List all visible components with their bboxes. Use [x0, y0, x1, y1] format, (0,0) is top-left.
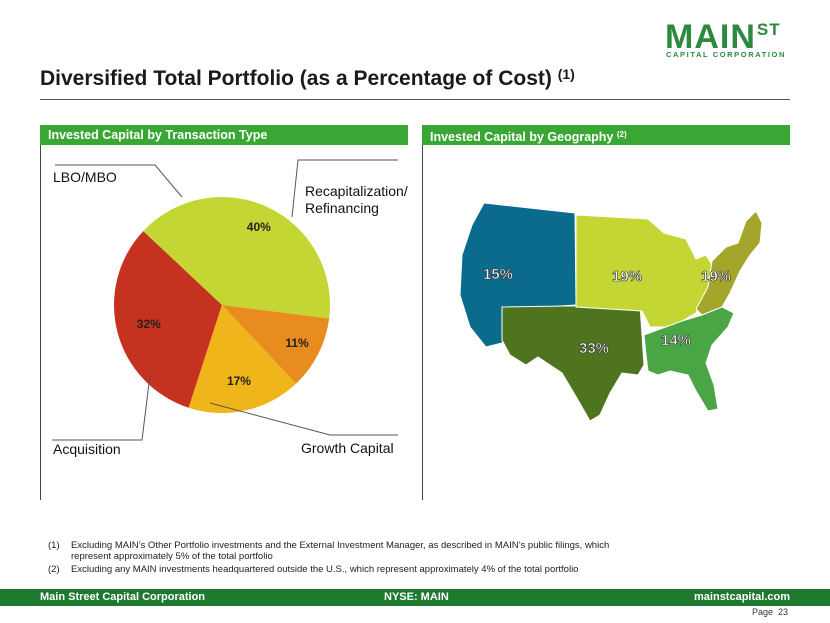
page-number-value: 23 — [778, 607, 789, 617]
footnote-2-text: Excluding any MAIN investments headquart… — [71, 564, 579, 575]
logo-st-text: ST — [756, 20, 781, 39]
transaction-type-header: Invested Capital by Transaction Type — [40, 125, 408, 145]
left-panel-border — [40, 145, 41, 500]
pie-slice-growth-capital — [222, 305, 330, 384]
transaction-type-pie-chart: 32% 40% 11% 17% — [52, 159, 398, 441]
logo-main-text: MAIN — [665, 18, 756, 56]
geography-header: Invested Capital by Geography (2) — [422, 125, 790, 145]
label-acquisition: Acquisition — [53, 441, 121, 457]
label-recapitalization: Recapitalization/ — [305, 183, 408, 199]
pie-slice-recapitalization-refinancing — [143, 197, 330, 319]
footer-company-name: Main Street Capital Corporation — [40, 591, 206, 603]
footer-ticker: NYSE: MAIN — [384, 591, 449, 603]
footnote-2-number: (2) — [48, 564, 60, 575]
company-logo: MAINST — [665, 20, 781, 60]
page-title: Diversified Total Portfolio (as a Percen… — [40, 66, 575, 91]
geography-footnote-ref: (2) — [616, 130, 627, 139]
footer-bar: Main Street Capital Corporation NYSE: MA… — [0, 589, 830, 606]
page-label: Page — [752, 607, 774, 617]
page-title-text: Diversified Total Portfolio (as a Percen… — [40, 67, 552, 90]
map-region-southeast — [643, 306, 735, 412]
us-geography-map: 15% 19% 19% 33% 14% — [459, 202, 763, 420]
logo-subtitle: CAPITAL CORPORATION — [666, 50, 786, 59]
footnote-1-number: (1) — [48, 540, 60, 551]
map-region-northeast — [695, 210, 763, 316]
title-divider — [40, 99, 790, 100]
map-label-northeast: 19% — [701, 268, 731, 285]
label-lbo-mbo: LBO/MBO — [53, 169, 117, 185]
geography-header-text: Invested Capital by Geography — [430, 130, 614, 144]
title-footnote-ref: (1) — [557, 66, 575, 82]
footnote-1-text: Excluding MAIN’s Other Portfolio investm… — [71, 540, 610, 562]
map-label-west: 15% — [483, 266, 513, 283]
map-label-southeast: 14% — [661, 332, 691, 349]
map-label-southwest: 33% — [579, 340, 609, 357]
page-number: Page 23 — [752, 607, 788, 617]
pie-slice-acquisition — [188, 305, 296, 413]
label-refinancing: Refinancing — [305, 200, 379, 216]
footer-website-link[interactable]: mainstcapital.com — [694, 591, 790, 603]
right-panel-border — [422, 145, 423, 500]
pie-data-label: 40% — [247, 220, 271, 234]
pie-slice-lbo-mbo — [113, 231, 222, 408]
pie-data-label: 32% — [137, 317, 161, 331]
pie-data-label: 17% — [227, 374, 251, 388]
map-label-midwest: 19% — [612, 268, 642, 285]
transaction-type-header-text: Invested Capital by Transaction Type — [48, 128, 268, 142]
label-growth-capital: Growth Capital — [301, 440, 394, 456]
map-region-southwest — [501, 304, 645, 420]
pie-data-label: 11% — [285, 336, 309, 350]
